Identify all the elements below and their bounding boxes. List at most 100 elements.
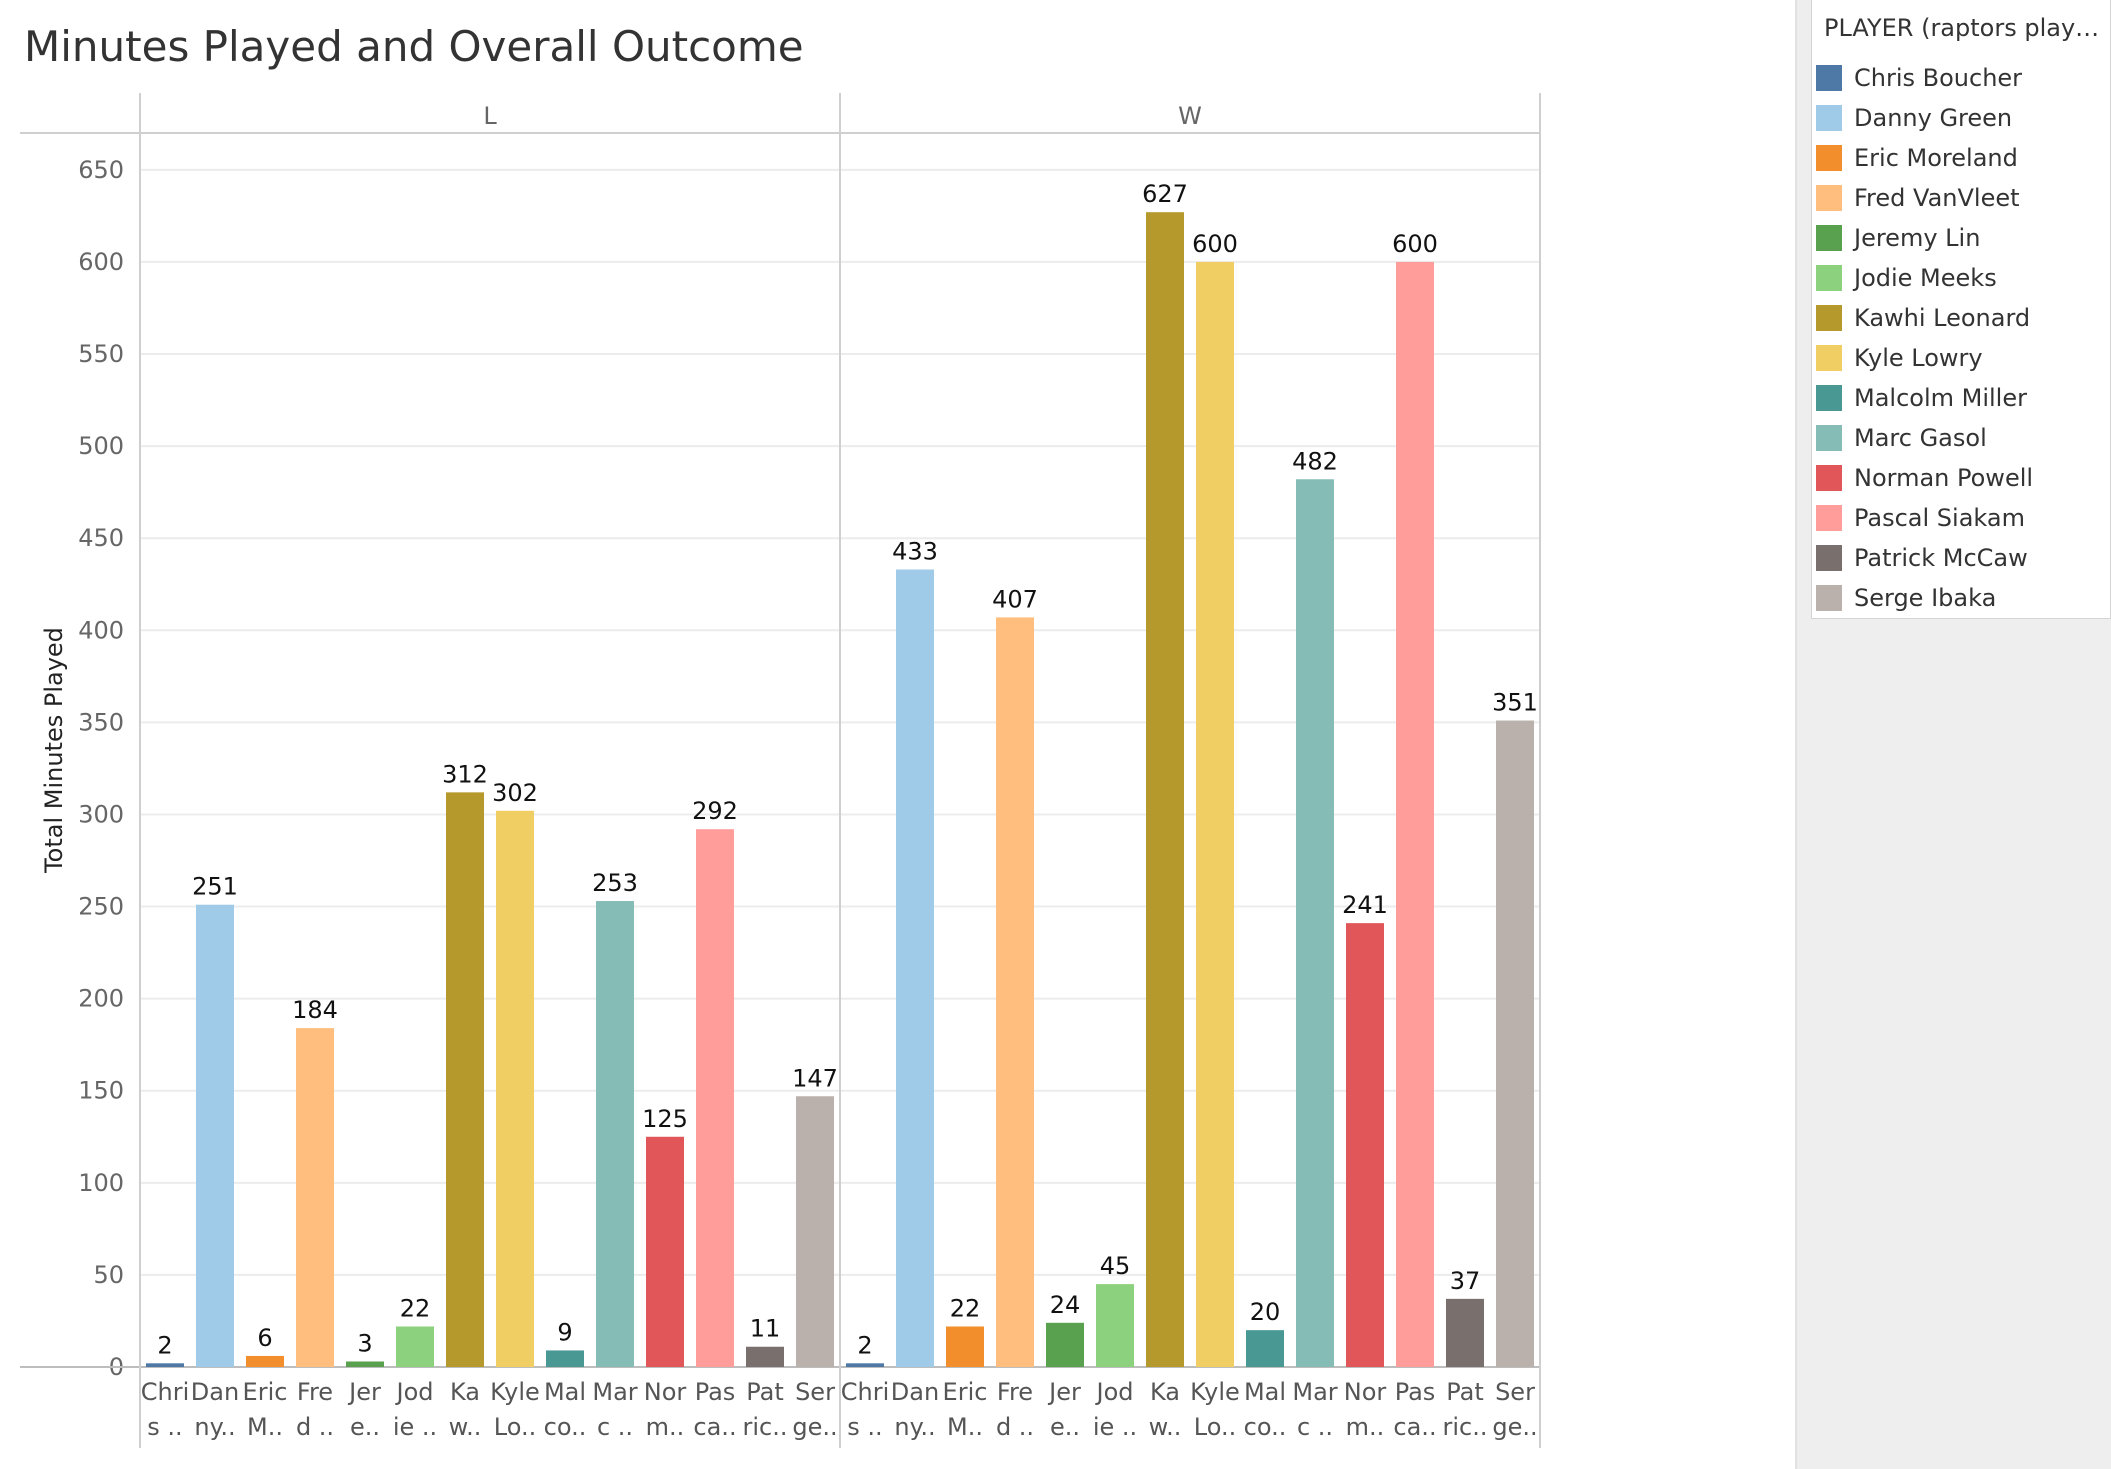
data-label: 302	[492, 779, 538, 807]
bar	[396, 1326, 434, 1367]
legend-swatch	[1816, 545, 1842, 571]
x-tick-label: Lo..	[1194, 1413, 1236, 1441]
x-tick-label: ca..	[1393, 1413, 1436, 1441]
legend-label: Malcolm Miller	[1854, 384, 2027, 412]
bar	[696, 829, 734, 1367]
x-tick-label: s ..	[847, 1413, 882, 1441]
legend-title[interactable]: PLAYER (raptors player...	[1824, 14, 2109, 42]
data-label: 292	[692, 797, 738, 825]
x-tick-label: Mal	[1244, 1378, 1286, 1406]
x-tick-label: m..	[1346, 1413, 1385, 1441]
x-tick-label: Pat	[1446, 1378, 1484, 1406]
bar	[446, 792, 484, 1367]
data-label: 37	[1450, 1267, 1481, 1295]
data-label: 11	[750, 1315, 781, 1343]
legend-label: Kawhi Leonard	[1854, 304, 2031, 332]
legend-item[interactable]: Norman Powell	[1816, 460, 2033, 496]
data-label: 600	[1392, 230, 1438, 258]
x-tick-label: c ..	[1297, 1413, 1333, 1441]
bar	[1146, 212, 1184, 1367]
data-label: 251	[192, 873, 238, 901]
x-tick-label: Kyle	[490, 1378, 540, 1406]
x-tick-label: Mar	[592, 1378, 637, 1406]
x-tick-label: m..	[646, 1413, 685, 1441]
x-tick-label: M..	[947, 1413, 983, 1441]
x-tick-label: Eric	[943, 1378, 988, 1406]
y-axis-title: Total Minutes Played	[40, 627, 68, 874]
x-tick-label: co..	[544, 1413, 587, 1441]
data-label: 312	[442, 760, 488, 788]
y-tick-label: 650	[78, 156, 124, 184]
bar	[546, 1350, 584, 1367]
legend[interactable]: PLAYER (raptors player... Chris Boucher D…	[1811, 0, 2111, 619]
data-label: 20	[1250, 1298, 1281, 1326]
legend-item[interactable]: Kyle Lowry	[1816, 340, 1983, 376]
panel-header: L	[483, 102, 497, 130]
legend-item[interactable]: Fred VanVleet	[1816, 180, 2020, 216]
x-tick-label: Mal	[544, 1378, 586, 1406]
y-tick-label: 600	[78, 248, 124, 276]
data-label: 2	[157, 1331, 172, 1359]
bar	[996, 617, 1034, 1367]
chart-title: Minutes Played and Overall Outcome	[24, 22, 804, 71]
legend-swatch	[1816, 305, 1842, 331]
x-tick-label: Jer	[1047, 1378, 1081, 1406]
bar	[296, 1028, 334, 1367]
data-label: 433	[892, 538, 938, 566]
bar	[1346, 923, 1384, 1367]
legend-label: Pascal Siakam	[1854, 504, 2025, 532]
legend-label: Marc Gasol	[1854, 424, 1987, 452]
legend-label: Patrick McCaw	[1854, 544, 2028, 572]
legend-item[interactable]: Patrick McCaw	[1816, 540, 2028, 576]
x-tick-label: Nor	[644, 1378, 687, 1406]
bar	[1296, 479, 1334, 1367]
y-tick-label: 300	[78, 800, 124, 828]
bar	[596, 901, 634, 1367]
legend-swatch	[1816, 345, 1842, 371]
bar	[1196, 261, 1234, 1367]
legend-label: Fred VanVleet	[1854, 184, 2020, 212]
bar	[646, 1136, 684, 1367]
legend-item[interactable]: Danny Green	[1816, 100, 2012, 136]
bar	[496, 810, 534, 1367]
data-label: 125	[642, 1105, 688, 1133]
legend-item[interactable]: Serge Ibaka	[1816, 580, 1996, 616]
legend-swatch	[1816, 225, 1842, 251]
legend-swatch	[1816, 425, 1842, 451]
data-label: 3	[357, 1329, 372, 1357]
y-tick-label: 550	[78, 340, 124, 368]
legend-swatch	[1816, 145, 1842, 171]
legend-swatch	[1816, 465, 1842, 491]
legend-item[interactable]: Pascal Siakam	[1816, 500, 2025, 536]
x-tick-label: Eric	[243, 1378, 288, 1406]
legend-swatch	[1816, 385, 1842, 411]
legend-item[interactable]: Kawhi Leonard	[1816, 300, 2030, 336]
legend-item[interactable]: Eric Moreland	[1816, 140, 2018, 176]
legend-label: Chris Boucher	[1854, 64, 2023, 92]
legend-item[interactable]: Chris Boucher	[1816, 60, 2022, 96]
data-label: 184	[292, 996, 338, 1024]
x-tick-label: Ser	[1495, 1378, 1535, 1406]
y-tick-label: 150	[78, 1077, 124, 1105]
x-tick-label: Mar	[1292, 1378, 1337, 1406]
legend-item[interactable]: Malcolm Miller	[1816, 380, 2027, 416]
legend-item[interactable]: Marc Gasol	[1816, 420, 1987, 456]
data-label: 627	[1142, 180, 1188, 208]
x-tick-label: w..	[1149, 1413, 1182, 1441]
x-tick-label: Jod	[1095, 1378, 1134, 1406]
legend-item[interactable]: Jodie Meeks	[1816, 260, 1997, 296]
bar	[146, 1363, 184, 1367]
y-tick-label: 250	[78, 893, 124, 921]
legend-swatch	[1816, 105, 1842, 131]
y-tick-label: 350	[78, 708, 124, 736]
y-tick-label: 450	[78, 524, 124, 552]
data-label: 407	[992, 585, 1038, 613]
x-tick-label: Chri	[141, 1378, 190, 1406]
legend-item[interactable]: Jeremy Lin	[1816, 220, 1980, 256]
x-tick-label: Pas	[1395, 1378, 1436, 1406]
x-tick-label: ric..	[743, 1413, 788, 1441]
x-tick-label: Ser	[795, 1378, 835, 1406]
data-label: 22	[950, 1294, 981, 1322]
chart-plot: 050100150200250300350400450500550600650T…	[20, 93, 1541, 1448]
legend-swatch	[1816, 65, 1842, 91]
